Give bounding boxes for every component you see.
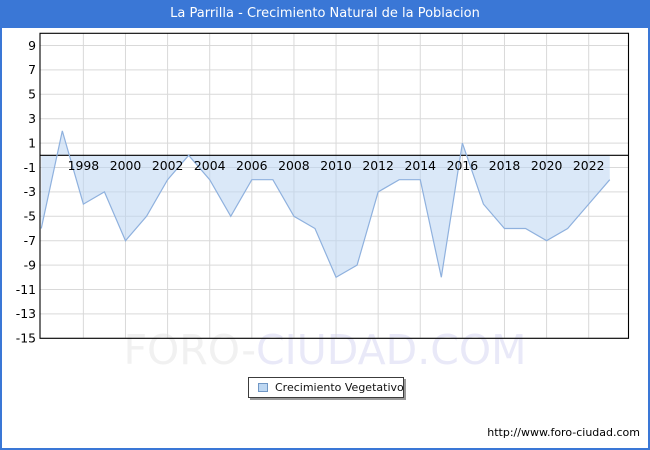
legend-swatch-icon bbox=[258, 383, 268, 392]
svg-text:2000: 2000 bbox=[110, 158, 142, 173]
svg-text:2004: 2004 bbox=[194, 158, 226, 173]
legend-item[interactable]: Crecimiento Vegetativo bbox=[248, 377, 404, 398]
svg-text:3: 3 bbox=[28, 111, 36, 126]
watermark-part2: CIUDAD.COM bbox=[256, 326, 527, 374]
plot-border bbox=[39, 32, 630, 339]
svg-text:5: 5 bbox=[28, 87, 36, 102]
svg-text:-13: -13 bbox=[16, 306, 36, 321]
svg-text:2012: 2012 bbox=[362, 158, 394, 173]
svg-text:-9: -9 bbox=[24, 257, 36, 272]
page-title: La Parrilla - Crecimiento Natural de la … bbox=[170, 6, 480, 21]
svg-text:-11: -11 bbox=[16, 282, 36, 297]
series-line bbox=[40, 130, 611, 279]
watermark: FORO-CIUDAD.COM bbox=[0, 330, 650, 371]
area-fill bbox=[41, 130, 610, 278]
svg-text:2022: 2022 bbox=[573, 158, 605, 173]
svg-text:-3: -3 bbox=[24, 184, 36, 199]
gridlines bbox=[40, 33, 629, 339]
svg-text:2002: 2002 bbox=[152, 158, 184, 173]
svg-text:2006: 2006 bbox=[236, 158, 268, 173]
svg-text:-5: -5 bbox=[24, 209, 36, 224]
site-url-link[interactable]: http://www.foro-ciudad.com bbox=[487, 426, 640, 439]
title-bar: La Parrilla - Crecimiento Natural de la … bbox=[0, 0, 650, 28]
svg-text:-7: -7 bbox=[24, 233, 36, 248]
svg-text:9: 9 bbox=[28, 38, 36, 53]
svg-text:2020: 2020 bbox=[531, 158, 563, 173]
svg-text:-1: -1 bbox=[24, 160, 36, 175]
watermark-part1: FORO- bbox=[123, 326, 257, 374]
svg-text:2010: 2010 bbox=[320, 158, 352, 173]
x-tick-labels: 1998 2000 2002 2004 2006 2008 2010 2012 2014 2016… bbox=[68, 158, 605, 173]
svg-text:7: 7 bbox=[28, 62, 36, 77]
svg-text:1: 1 bbox=[28, 135, 36, 150]
svg-text:1998: 1998 bbox=[68, 158, 100, 173]
legend-label: Crecimiento Vegetativo bbox=[275, 381, 404, 394]
svg-text:2008: 2008 bbox=[278, 158, 310, 173]
svg-text:2018: 2018 bbox=[489, 158, 521, 173]
svg-text:2016: 2016 bbox=[447, 158, 479, 173]
svg-text:2014: 2014 bbox=[404, 158, 436, 173]
